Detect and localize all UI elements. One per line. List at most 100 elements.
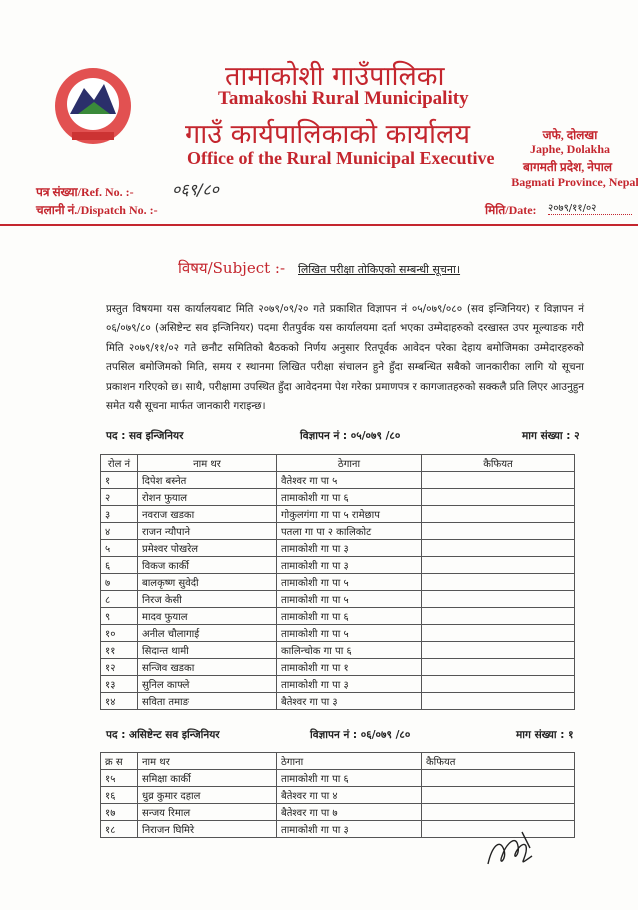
cell-address: गोकुलगंगा गा पा ५ रामेछाप (276, 505, 422, 523)
table-row: ८ निरज केसी तामाकोशी गा पा ५ (100, 590, 575, 608)
address-en-2: Bagmati Province, Nepal (511, 175, 638, 189)
cell-name: सन्जय रिमाल (137, 803, 277, 821)
cell-roll: ९ (100, 607, 138, 625)
nepal-emblem-logo (55, 68, 131, 144)
cell-name: सिदान्त थामी (137, 641, 277, 659)
cell-address: तामाकोशी गा पा ३ (276, 556, 422, 574)
col-remarks: कैफियत (421, 752, 575, 770)
col-name: नाम थर (137, 752, 277, 770)
cell-roll: ४ (100, 522, 138, 540)
ref-value: ०६९/८० (172, 180, 219, 199)
section2-table: क्र स नाम थर ठेगाना कैफियत १५ समिक्षा कार… (100, 752, 575, 838)
cell-remarks (421, 769, 575, 787)
cell-address: तामाकोशी गा पा १ (276, 658, 422, 676)
cell-remarks (421, 539, 575, 557)
cell-name: रोशन फुयाल (137, 488, 277, 506)
cell-address: तामाकोशी गा पा ६ (276, 769, 422, 787)
cell-roll: १ (100, 471, 138, 489)
address-en-1: Japhe, Dolakha (529, 142, 611, 156)
table-row: १५ समिक्षा कार्की तामाकोशी गा पा ६ (100, 769, 575, 787)
cell-name: निराजन घिमिरे (137, 820, 277, 838)
section2-demand: माग संख्या : १ (516, 729, 574, 741)
cell-roll: १२ (100, 658, 138, 676)
cell-roll: ११ (100, 641, 138, 659)
notice-body: प्रस्तुत विषयमा यस कार्यालयबाट मिति २०७९… (106, 303, 584, 413)
cell-remarks (421, 590, 575, 608)
cell-address: तामाकोशी गा पा ६ (276, 488, 422, 506)
table-row: ३ नवराज खडका गोकुलगंगा गा पा ५ रामेछाप (100, 505, 575, 523)
col-serial: क्र स (100, 752, 138, 770)
cell-name: विकज कार्की (137, 556, 277, 574)
date-label: मिति/Date: (485, 203, 537, 217)
cell-remarks (421, 624, 575, 642)
cell-roll: १४ (100, 692, 138, 710)
cell-roll: ६ (100, 556, 138, 574)
cell-name: निरज केसी (137, 590, 277, 608)
cell-roll: १७ (100, 803, 138, 821)
subject-label: विषय/Subject :- (178, 259, 286, 277)
cell-roll: १५ (100, 769, 138, 787)
cell-name: बालकृष्ण सुवेदी (137, 573, 277, 591)
cell-address: तामाकोशी गा पा ५ (276, 590, 422, 608)
col-remarks: कैफियत (421, 454, 575, 472)
cell-name: अनील चौलागाई (137, 624, 277, 642)
table-row: ७ बालकृष्ण सुवेदी तामाकोशी गा पा ५ (100, 573, 575, 591)
cell-name: सविता तमाङ (137, 692, 277, 710)
section1-ad-no: विज्ञापन नं : ०५/०७९ /८० (300, 430, 401, 442)
municipality-title-np: तामाकोशी गाउँपालिका (225, 61, 445, 92)
table-row: १८ निराजन घिमिरे तामाकोशी गा पा ३ (100, 820, 575, 838)
cell-name: सन्जिव खडका (137, 658, 277, 676)
cell-remarks (421, 692, 575, 710)
table-row: २ रोशन फुयाल तामाकोशी गा पा ६ (100, 488, 575, 506)
office-title-en: Office of the Rural Municipal Executive (187, 148, 495, 168)
header-divider (0, 224, 638, 226)
table-row: १३ सुनिल काफ्ले तामाकोशी गा पा ३ (100, 675, 575, 693)
cell-remarks (421, 820, 575, 838)
cell-remarks (421, 607, 575, 625)
table-row: ९ मादव फुयाल तामाकोशी गा पा ६ (100, 607, 575, 625)
cell-remarks (421, 505, 575, 523)
address-np-2: बागमती प्रदेश, नेपाल (523, 160, 612, 174)
office-title-np: गाउँ कार्यपालिकाको कार्यालय (185, 119, 470, 150)
cell-roll: ५ (100, 539, 138, 557)
cell-roll: १६ (100, 786, 138, 804)
table-row: ६ विकज कार्की तामाकोशी गा पा ३ (100, 556, 575, 574)
table-row: १४ सविता तमाङ बैतेश्वर गा पा ३ (100, 692, 575, 710)
cell-roll: ३ (100, 505, 138, 523)
cell-roll: २ (100, 488, 138, 506)
table-row: ११ सिदान्त थामी कालिन्चोक गा पा ६ (100, 641, 575, 659)
cell-name: प्रमेश्वर पोखरेल (137, 539, 277, 557)
col-address: ठेगाना (276, 752, 422, 770)
cell-roll: ८ (100, 590, 138, 608)
cell-roll: १० (100, 624, 138, 642)
cell-remarks (421, 675, 575, 693)
cell-roll: १३ (100, 675, 138, 693)
col-address: ठेगाना (276, 454, 422, 472)
cell-roll: १८ (100, 820, 138, 838)
table-row: १२ सन्जिव खडका तामाकोशी गा पा १ (100, 658, 575, 676)
cell-address: तामाकोशी गा पा ३ (276, 820, 422, 838)
table-row: ४ राजन न्यौपाने पतला गा पा २ कालिकोट (100, 522, 575, 540)
cell-name: नवराज खडका (137, 505, 277, 523)
cell-address: बैतेश्वर गा पा ७ (276, 803, 422, 821)
address-np-1: जफे, दोलखा (542, 128, 598, 142)
cell-name: सुनिल काफ्ले (137, 675, 277, 693)
cell-address: तामाकोशी गा पा ३ (276, 675, 422, 693)
subject-text: लिखित परीक्षा तोकिएको सम्बन्धी सूचना। (298, 263, 461, 276)
table-row: ५ प्रमेश्वर पोखरेल तामाकोशी गा पा ३ (100, 539, 575, 557)
cell-address: वैतेश्वर गा पा ५ (276, 471, 422, 489)
cell-remarks (421, 522, 575, 540)
cell-name: धुव्र कुमार दहाल (137, 786, 277, 804)
cell-address: तामाकोशी गा पा ५ (276, 573, 422, 591)
section1-demand: माग संख्या : २ (522, 430, 580, 442)
cell-remarks (421, 803, 575, 821)
col-roll: रोल नं (100, 454, 138, 472)
cell-remarks (421, 573, 575, 591)
cell-name: समिक्षा कार्की (137, 769, 277, 787)
col-name: नाम थर (137, 454, 277, 472)
cell-address: तामाकोशी गा पा ५ (276, 624, 422, 642)
cell-address: बैतेश्वर गा पा ३ (276, 692, 422, 710)
cell-remarks (421, 641, 575, 659)
cell-address: बैतेश्वर गा पा ४ (276, 786, 422, 804)
dispatch-label: चलानी नं./Dispatch No. :- (36, 203, 158, 217)
